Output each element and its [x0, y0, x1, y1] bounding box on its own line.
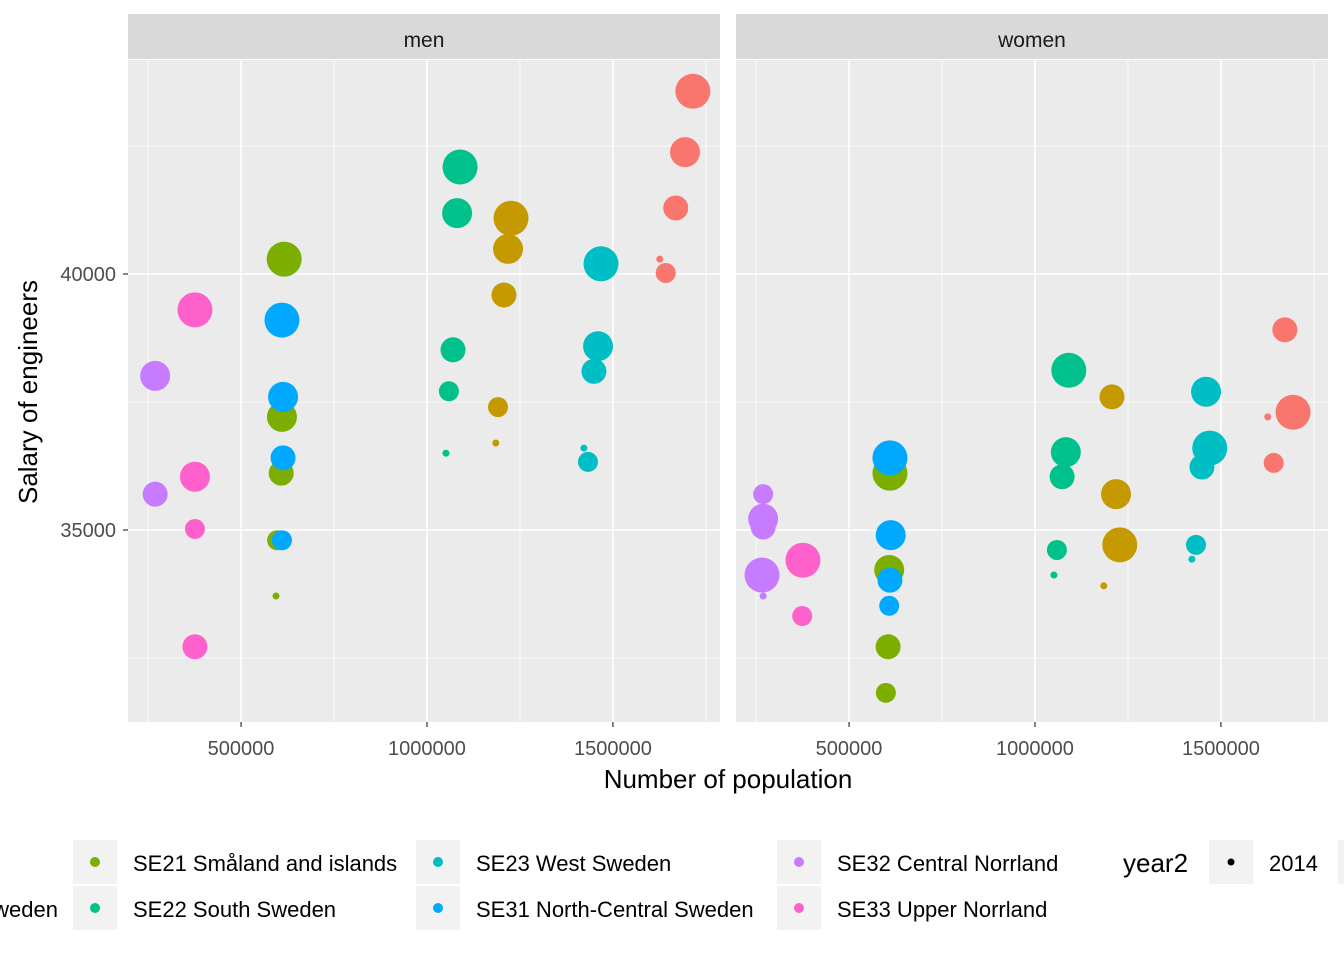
x-tick-label: 500000	[816, 738, 883, 760]
facet-strip-label: women	[997, 29, 1066, 52]
data-point-se11-2015	[655, 262, 676, 283]
data-point-se23-2017	[583, 331, 614, 362]
data-point-se31-2015	[271, 530, 292, 551]
data-point-se32-2016	[142, 481, 168, 507]
legend-key-se23	[433, 857, 443, 867]
legend-label-se23: SE23 West Sweden	[476, 851, 671, 876]
data-point-se12-2018	[1102, 527, 1138, 563]
legend-label-se31: SE31 North-Central Sweden	[476, 897, 754, 922]
legend-key-se22	[90, 903, 100, 913]
legend: SE12 East-Middle Sweden SE21 Småland and …	[0, 840, 1344, 930]
legend-key-se31	[433, 903, 443, 913]
data-point-se31-2018	[872, 440, 908, 476]
y-tick-label: 40000	[60, 264, 116, 286]
x-tick-label: 500000	[208, 738, 275, 760]
legend-label-se21: SE21 Småland and islands	[133, 851, 397, 876]
data-point-se11-2015	[1263, 452, 1284, 473]
data-point-se32-2017	[140, 360, 171, 391]
data-point-se33-2015	[184, 518, 205, 539]
data-point-se12-2016	[491, 282, 517, 308]
data-point-se23-2018	[1192, 430, 1228, 466]
data-point-se31-2018	[264, 302, 300, 338]
legend-key-se32	[794, 857, 804, 867]
data-point-se32-2015	[753, 484, 774, 505]
data-point-se31-2017	[268, 381, 299, 412]
data-point-se12-2017	[1101, 479, 1132, 510]
data-point-se23-2016	[581, 358, 607, 384]
legend-label-se22: SE22 South Sweden	[133, 897, 336, 922]
data-point-se21-2018	[266, 241, 302, 277]
data-point-se22-2017	[1050, 437, 1081, 468]
data-point-se23-2014	[1188, 555, 1196, 563]
data-point-se22-2017	[442, 198, 473, 229]
data-point-se33-2017	[179, 461, 210, 492]
x-tick-label: 1500000	[574, 738, 652, 760]
data-point-se11-2014	[1264, 413, 1272, 421]
data-point-se11-2018	[1275, 394, 1311, 430]
facet-strip-label: men	[404, 29, 445, 52]
data-point-se21-2015	[875, 682, 896, 703]
data-point-se11-2016	[1272, 317, 1298, 343]
data-point-se31-2016	[877, 567, 903, 593]
data-point-se22-2018	[442, 149, 478, 185]
x-axis-label: Number of population	[604, 764, 853, 794]
data-point-se22-2016	[1049, 464, 1075, 490]
data-point-se31-2015	[879, 595, 900, 616]
data-point-se32-2018	[744, 557, 780, 593]
legend-label-se33: SE33 Upper Norrland	[837, 897, 1047, 922]
data-point-se21-2014	[272, 592, 280, 600]
data-point-se33-2018	[177, 292, 213, 328]
data-point-se11-2016	[663, 195, 689, 221]
panel-men: 500000 1000000 1500000 35000 40000 men	[60, 14, 720, 760]
data-point-se12-2014	[1100, 582, 1108, 590]
data-point-se33-2018	[785, 542, 821, 578]
facet-strip	[128, 14, 720, 59]
data-point-se33-2015	[792, 606, 813, 627]
data-point-se22-2016	[440, 337, 466, 363]
data-point-se12-2018	[493, 200, 529, 236]
x-tick-label: 1500000	[1182, 738, 1260, 760]
data-point-se23-2017	[1191, 376, 1222, 407]
panel-background	[128, 60, 720, 722]
facet-strip	[736, 14, 1328, 59]
legend-size-title: year2	[1123, 848, 1188, 878]
legend-key-se33	[794, 903, 804, 913]
data-point-se12-2014	[492, 439, 500, 447]
data-point-se23-2015	[577, 451, 598, 472]
panel-women: 500000 1000000 1500000 women	[736, 14, 1328, 760]
data-point-se23-2014	[580, 444, 588, 452]
data-point-se22-2018	[1051, 352, 1087, 388]
data-point-se22-2015	[1046, 539, 1067, 560]
legend-label-se32: SE32 Central Norrland	[837, 851, 1058, 876]
data-point-se21-2016	[875, 634, 901, 660]
x-tick-label: 1000000	[996, 738, 1074, 760]
data-point-se32-2014	[759, 592, 767, 600]
data-point-se11-2018	[675, 73, 711, 109]
legend-label-2014: 2014	[1269, 851, 1318, 876]
y-axis-label: Salary of engineers	[13, 280, 43, 504]
data-point-se11-2014	[656, 255, 664, 263]
data-point-se33-2016	[182, 634, 208, 660]
data-point-se22-2014	[1050, 571, 1058, 579]
data-point-se23-2015	[1185, 534, 1206, 555]
data-point-se31-2017	[875, 520, 906, 551]
legend-key-se21	[90, 857, 100, 867]
data-point-se22-2014	[442, 449, 450, 457]
data-point-se11-2017	[670, 137, 701, 168]
data-point-se22-2015	[438, 381, 459, 402]
data-point-se12-2017	[493, 233, 524, 264]
data-point-se32-2017	[748, 503, 779, 534]
panel-background	[736, 60, 1328, 722]
x-tick-label: 1000000	[388, 738, 466, 760]
legend-key-size-2014	[1227, 858, 1235, 866]
data-point-se12-2016	[1099, 384, 1125, 410]
legend-label-se12: SE12 East-Middle Sweden	[0, 897, 58, 922]
data-point-se12-2015	[488, 397, 508, 418]
legend-key-box	[1338, 840, 1344, 884]
y-tick-label: 35000	[60, 520, 116, 542]
data-point-se23-2018	[583, 246, 619, 282]
data-point-se31-2016	[270, 445, 296, 471]
